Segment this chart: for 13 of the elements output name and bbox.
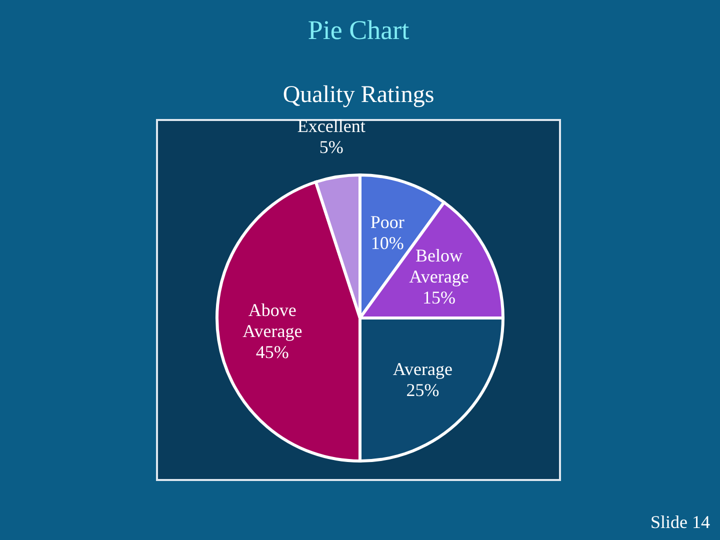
data-label: 5% (319, 136, 344, 157)
data-label: 45% (256, 342, 289, 362)
slice-label: Average (392, 359, 453, 380)
slice-label: Poor (370, 212, 404, 232)
data-label: 10% (370, 233, 404, 254)
data-label: 15% (422, 288, 456, 308)
slice-label: Above Average (242, 300, 302, 341)
data-label: 25% (406, 380, 440, 400)
chart-subtitle: Quality Ratings (282, 82, 434, 108)
slice-label: Excellent (297, 116, 366, 136)
text: Slide 14 (650, 512, 710, 532)
slice-label: Below Average (409, 246, 469, 287)
chart-title: Pie Chart (308, 14, 410, 45)
